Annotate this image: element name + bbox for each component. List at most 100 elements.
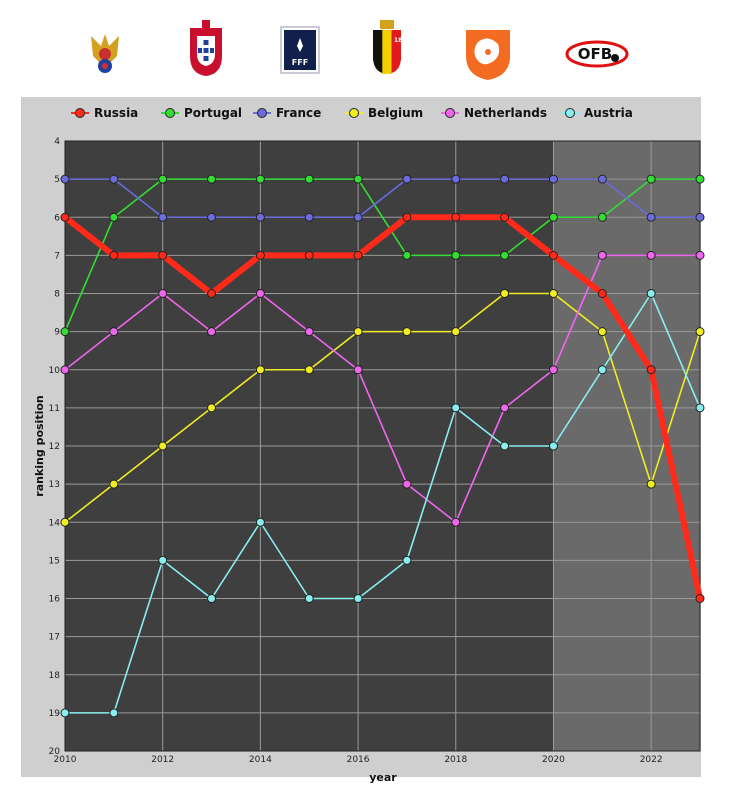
data-point-belgium [402, 327, 412, 337]
data-point-austria [304, 594, 314, 603]
data-point-portugal [304, 174, 314, 184]
data-point-netherlands [695, 250, 705, 260]
data-point-netherlands [646, 250, 656, 260]
data-point-netherlands [158, 289, 168, 298]
data-point-france [402, 174, 412, 184]
data-point-belgium [597, 327, 607, 337]
series-portugal [60, 174, 705, 337]
data-point-portugal [402, 250, 412, 260]
data-point-austria [500, 441, 510, 451]
data-point-belgium [500, 289, 510, 298]
data-point-austria [158, 555, 168, 565]
data-point-austria [255, 517, 265, 527]
data-point-portugal [695, 174, 705, 184]
legend-label-russia: Russia [94, 106, 138, 120]
data-point-france [548, 174, 558, 184]
data-point-russia [109, 250, 119, 260]
y-tick-label: 8 [54, 290, 60, 300]
data-point-portugal [597, 212, 607, 222]
data-point-russia [402, 212, 412, 222]
legend-label-france: France [276, 106, 321, 120]
data-point-belgium [158, 441, 168, 451]
y-tick-label: 4 [54, 137, 60, 147]
data-point-belgium [548, 289, 558, 298]
data-point-austria [109, 708, 119, 718]
series-line-belgium [64, 292, 701, 524]
data-point-france [500, 174, 510, 184]
series-austria [60, 289, 705, 718]
data-point-portugal [109, 212, 119, 222]
france-crest-icon: FFF [280, 26, 320, 74]
data-point-russia [451, 212, 461, 222]
data-point-netherlands [500, 403, 510, 413]
legend-swatch-marker [75, 108, 85, 118]
y-axis-ticks: 4 5 6 7 8 9 10 11 12 13 14 15 16 17 18 19 20 [49, 137, 61, 757]
data-point-portugal [646, 174, 656, 184]
legend-swatch-marker [445, 108, 455, 118]
data-point-austria [402, 555, 412, 565]
data-point-france [451, 174, 461, 184]
y-tick-label: 11 [49, 404, 60, 414]
data-point-netherlands [255, 289, 265, 298]
series-lines [60, 174, 705, 718]
legend-swatch-marker [565, 108, 575, 118]
data-point-france [695, 212, 705, 222]
x-tick-label: 2014 [249, 755, 272, 765]
y-tick-label: 15 [49, 556, 60, 566]
data-point-portugal [548, 212, 558, 222]
data-point-portugal [158, 174, 168, 184]
data-point-russia [255, 250, 265, 260]
austria-crest-icon: OFB [565, 40, 629, 68]
portugal-crest-icon [190, 20, 222, 76]
y-tick-label: 12 [49, 442, 60, 452]
x-tick-label: 2012 [151, 755, 174, 765]
series-line-netherlands [64, 254, 701, 524]
y-tick-label: 20 [49, 747, 61, 757]
legend-label-portugal: Portugal [184, 106, 242, 120]
russia-crest-icon [91, 34, 119, 73]
y-tick-label: 13 [49, 480, 60, 490]
data-point-russia [207, 289, 217, 298]
data-point-portugal [60, 327, 70, 337]
series-france [60, 174, 705, 222]
data-point-portugal [451, 250, 461, 260]
series-line-russia [62, 214, 703, 602]
legend-label-netherlands: Netherlands [464, 106, 547, 120]
data-point-netherlands [548, 365, 558, 375]
data-point-france [158, 212, 168, 222]
data-point-france [109, 174, 119, 184]
data-point-france [207, 212, 217, 222]
y-tick-label: 18 [49, 671, 61, 681]
data-point-netherlands [597, 250, 607, 260]
data-point-portugal [255, 174, 265, 184]
data-point-russia [353, 250, 363, 260]
legend-item-portugal: Portugal [161, 106, 242, 120]
legend-swatch-marker [349, 108, 359, 118]
x-tick-label: 2016 [347, 755, 370, 765]
legend-label-belgium: Belgium [368, 106, 423, 120]
y-axis-title: ranking position [33, 395, 46, 496]
data-point-austria [207, 594, 217, 603]
data-point-netherlands [353, 365, 363, 375]
data-point-russia [597, 289, 607, 298]
data-point-france [597, 174, 607, 184]
data-point-belgium [207, 403, 217, 413]
data-point-russia [646, 365, 656, 375]
data-point-netherlands [109, 327, 119, 337]
data-point-russia [60, 212, 70, 222]
data-point-netherlands [402, 479, 412, 489]
x-tick-label: 2020 [542, 755, 565, 765]
austria-crest-text: OFB [578, 45, 612, 63]
y-tick-label: 16 [49, 595, 61, 605]
y-tick-label: 17 [49, 633, 60, 643]
data-point-france [304, 212, 314, 222]
data-point-netherlands [60, 365, 70, 375]
legend-item-russia: Russia [71, 106, 138, 120]
y-tick-label: 9 [54, 328, 60, 338]
data-point-austria [451, 403, 461, 413]
logo-row: FFF 1895 OFB [91, 20, 629, 80]
series-belgium [60, 289, 705, 527]
data-point-portugal [500, 250, 510, 260]
legend-label-austria: Austria [584, 106, 633, 120]
legend-item-france: France [253, 106, 321, 120]
